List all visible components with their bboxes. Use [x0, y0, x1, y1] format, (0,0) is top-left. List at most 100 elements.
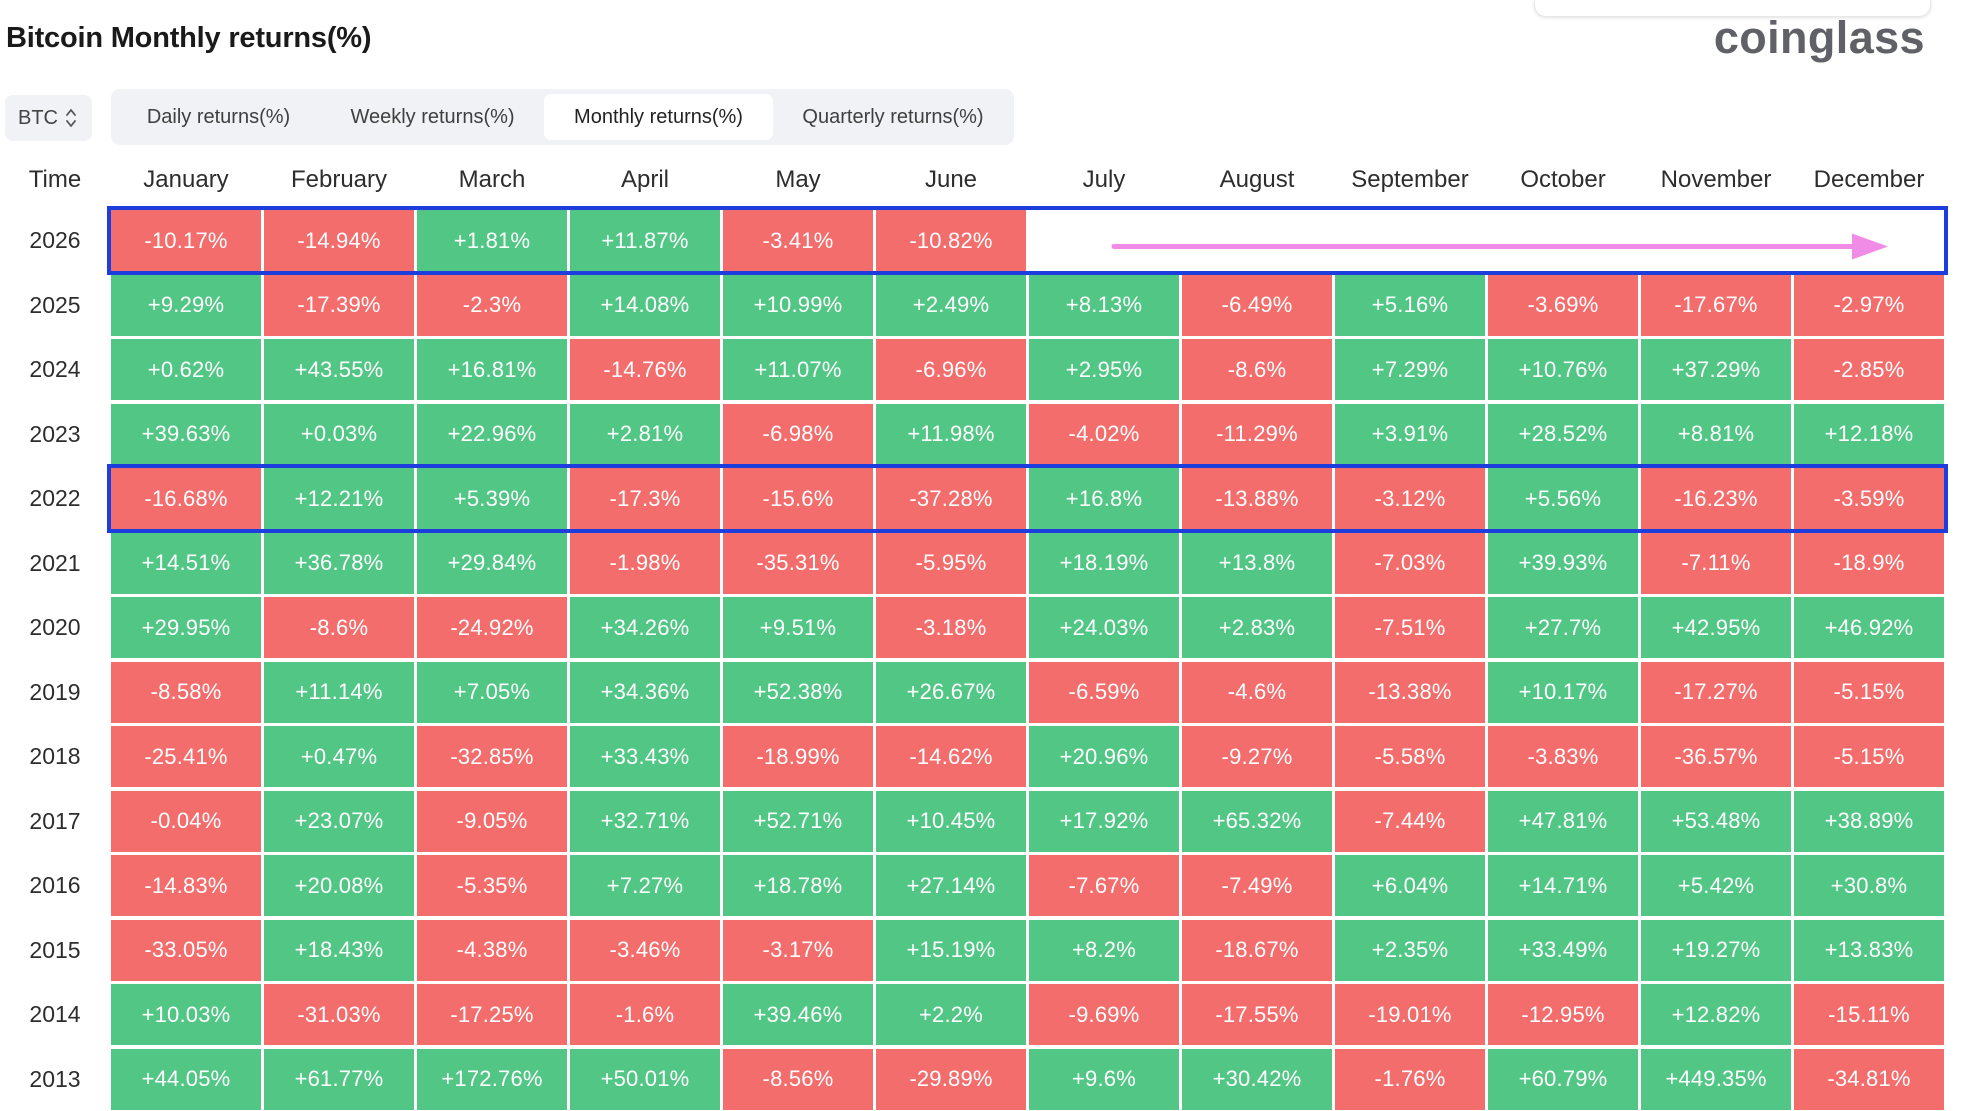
return-cell[interactable]: -3.46% [570, 919, 720, 981]
return-cell[interactable]: +8.2% [1029, 919, 1179, 981]
return-cell[interactable]: +10.45% [876, 790, 1026, 852]
return-cell[interactable]: -15.11% [1794, 984, 1944, 1045]
return-cell[interactable]: +14.08% [570, 274, 720, 336]
return-cell[interactable]: -18.99% [723, 726, 873, 787]
return-cell[interactable]: +10.03% [111, 984, 261, 1045]
return-cell[interactable]: -9.05% [417, 790, 567, 852]
return-cell[interactable]: -7.51% [1335, 597, 1485, 658]
return-cell[interactable]: +39.63% [111, 403, 261, 465]
return-cell[interactable]: +5.16% [1335, 274, 1485, 336]
return-cell[interactable]: +36.78% [264, 532, 414, 594]
return-cell[interactable]: +6.04% [1335, 855, 1485, 916]
return-cell[interactable]: +449.35% [1641, 1048, 1791, 1110]
return-cell[interactable]: -8.6% [1182, 339, 1332, 400]
return-cell[interactable]: +50.01% [570, 1048, 720, 1110]
coin-select[interactable]: BTC [5, 95, 92, 141]
return-cell[interactable]: -3.41% [723, 210, 873, 271]
return-cell[interactable]: -8.6% [264, 597, 414, 658]
return-cell[interactable]: -3.17% [723, 919, 873, 981]
return-cell[interactable]: -17.27% [1641, 661, 1791, 723]
return-cell[interactable]: -34.81% [1794, 1048, 1944, 1110]
tab-weekly-returns[interactable]: Weekly returns(%) [350, 105, 515, 128]
return-cell[interactable]: -6.59% [1029, 661, 1179, 723]
return-cell[interactable]: -12.95% [1488, 984, 1638, 1045]
return-cell[interactable]: +18.19% [1029, 532, 1179, 594]
return-cell[interactable]: -35.31% [723, 532, 873, 594]
return-cell[interactable]: -25.41% [111, 726, 261, 787]
return-cell[interactable]: +13.83% [1794, 919, 1944, 981]
return-cell[interactable]: -6.98% [723, 403, 873, 465]
return-cell[interactable]: -16.23% [1641, 468, 1791, 529]
return-cell[interactable]: +5.56% [1488, 468, 1638, 529]
return-cell[interactable]: +9.6% [1029, 1048, 1179, 1110]
return-cell[interactable]: +18.78% [723, 855, 873, 916]
return-cell[interactable]: +32.71% [570, 790, 720, 852]
return-cell[interactable]: +2.35% [1335, 919, 1485, 981]
return-cell[interactable]: -14.62% [876, 726, 1026, 787]
return-cell[interactable]: -8.58% [111, 661, 261, 723]
return-cell[interactable]: -5.35% [417, 855, 567, 916]
return-cell[interactable]: -7.11% [1641, 532, 1791, 594]
return-cell[interactable]: -17.39% [264, 274, 414, 336]
return-cell[interactable]: +34.26% [570, 597, 720, 658]
return-cell[interactable]: -29.89% [876, 1048, 1026, 1110]
return-cell[interactable]: -18.67% [1182, 919, 1332, 981]
return-cell[interactable]: +20.08% [264, 855, 414, 916]
return-cell[interactable]: -2.85% [1794, 339, 1944, 400]
return-cell[interactable]: -17.25% [417, 984, 567, 1045]
return-cell[interactable]: -13.38% [1335, 661, 1485, 723]
return-cell[interactable]: +2.81% [570, 403, 720, 465]
return-cell[interactable]: -13.88% [1182, 468, 1332, 529]
return-cell[interactable]: -18.9% [1794, 532, 1944, 594]
return-cell[interactable]: +17.92% [1029, 790, 1179, 852]
return-cell[interactable]: -5.95% [876, 532, 1026, 594]
return-cell[interactable]: +7.05% [417, 661, 567, 723]
return-cell[interactable]: +60.79% [1488, 1048, 1638, 1110]
return-cell[interactable]: +18.43% [264, 919, 414, 981]
return-cell[interactable]: +34.36% [570, 661, 720, 723]
return-cell[interactable]: +61.77% [264, 1048, 414, 1110]
return-cell[interactable]: +2.83% [1182, 597, 1332, 658]
return-cell[interactable]: -11.29% [1182, 403, 1332, 465]
return-cell[interactable]: +39.93% [1488, 532, 1638, 594]
return-cell[interactable]: -9.69% [1029, 984, 1179, 1045]
return-cell[interactable]: +13.8% [1182, 532, 1332, 594]
return-cell[interactable]: -14.94% [264, 210, 414, 271]
return-cell[interactable]: -5.15% [1794, 661, 1944, 723]
return-cell[interactable]: +33.43% [570, 726, 720, 787]
return-cell[interactable]: -2.97% [1794, 274, 1944, 336]
return-cell[interactable]: +0.03% [264, 403, 414, 465]
return-cell[interactable]: -15.6% [723, 468, 873, 529]
return-cell[interactable]: +52.38% [723, 661, 873, 723]
return-cell[interactable]: +14.71% [1488, 855, 1638, 916]
return-cell[interactable]: -7.44% [1335, 790, 1485, 852]
return-cell[interactable]: -2.3% [417, 274, 567, 336]
return-cell[interactable]: -4.6% [1182, 661, 1332, 723]
return-cell[interactable]: -4.38% [417, 919, 567, 981]
return-cell[interactable]: +11.07% [723, 339, 873, 400]
return-cell[interactable]: -1.98% [570, 532, 720, 594]
return-cell[interactable]: +7.27% [570, 855, 720, 916]
return-cell[interactable]: -8.56% [723, 1048, 873, 1110]
return-cell[interactable]: +5.39% [417, 468, 567, 529]
return-cell[interactable]: -32.85% [417, 726, 567, 787]
return-cell[interactable]: +0.47% [264, 726, 414, 787]
return-cell[interactable]: -16.68% [111, 468, 261, 529]
return-cell[interactable]: -6.49% [1182, 274, 1332, 336]
return-cell[interactable]: +12.82% [1641, 984, 1791, 1045]
return-cell[interactable]: -24.92% [417, 597, 567, 658]
return-cell[interactable]: +1.81% [417, 210, 567, 271]
return-cell[interactable]: +39.46% [723, 984, 873, 1045]
return-cell[interactable]: -10.17% [111, 210, 261, 271]
return-cell[interactable]: +53.48% [1641, 790, 1791, 852]
return-cell[interactable]: -9.27% [1182, 726, 1332, 787]
return-cell[interactable]: +43.55% [264, 339, 414, 400]
return-cell[interactable]: +15.19% [876, 919, 1026, 981]
return-cell[interactable]: +11.98% [876, 403, 1026, 465]
return-cell[interactable]: +0.62% [111, 339, 261, 400]
return-cell[interactable]: -31.03% [264, 984, 414, 1045]
return-cell[interactable]: +30.42% [1182, 1048, 1332, 1110]
return-cell[interactable]: -17.3% [570, 468, 720, 529]
return-cell[interactable]: -3.59% [1794, 468, 1944, 529]
return-cell[interactable]: +26.67% [876, 661, 1026, 723]
